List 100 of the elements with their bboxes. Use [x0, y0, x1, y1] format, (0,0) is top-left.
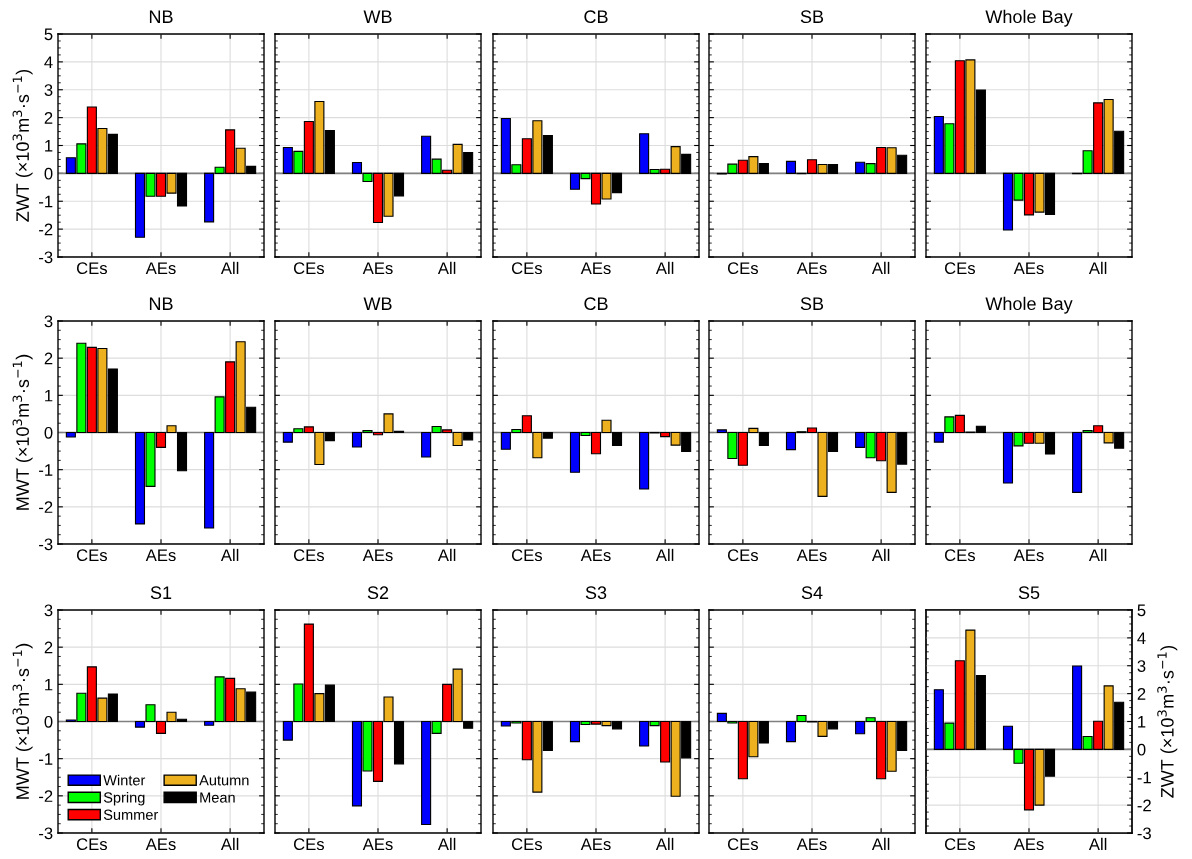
x-tick-label: All — [871, 548, 890, 561]
x-tick-label: All — [220, 837, 239, 850]
x-tick-label: AEs — [362, 838, 393, 851]
legend-label: Spring — [103, 791, 145, 806]
chart-title: Whole Bay — [985, 9, 1073, 27]
x-tick-label: CEs — [76, 549, 108, 562]
x-tick-label: AEs — [580, 549, 611, 562]
x-tick-label: All — [437, 837, 456, 850]
legend-label: Summer — [103, 809, 159, 820]
x-tick-label: All — [437, 548, 456, 561]
chart-title: NB — [149, 10, 173, 23]
y2-tick-label: 0 — [1137, 743, 1146, 756]
x-tick-label: CEs — [944, 838, 976, 851]
y-tick-label: 0 — [44, 167, 53, 180]
y2-tick-label: 4 — [1137, 632, 1146, 644]
y-tick-label: 4 — [44, 56, 53, 68]
x-tick-label: CEs — [727, 838, 759, 851]
y-axis-title: MWT (×10$^{3}$m$^{3}$·s$^{−1}$) — [12, 354, 33, 510]
y-tick-label: -3 — [39, 251, 53, 264]
x-tick-label: CEs — [293, 262, 325, 275]
x-tick-label: CEs — [293, 549, 325, 562]
y-axis-title: MWT (×10$^{3}$m$^{3}$·s$^{−1}$) — [12, 643, 33, 799]
y2-tick-label: 1 — [1138, 716, 1146, 728]
y-tick-label: -3 — [39, 827, 53, 840]
x-tick-label: AEs — [1013, 262, 1044, 275]
x-tick-label: CEs — [76, 262, 108, 275]
x-tick-label: AEs — [1013, 549, 1044, 562]
x-tick-label: All — [871, 837, 890, 850]
chart-title: SB — [800, 10, 824, 24]
y-tick-label: -1 — [39, 464, 53, 476]
y-axis-title: ZWT (×10$^{3}$m$^{3}$·s$^{−1}$) — [12, 69, 33, 222]
x-tick-label: AEs — [796, 549, 827, 562]
y2-tick-label: 2 — [1137, 688, 1146, 700]
chart-title: S5 — [1018, 586, 1040, 600]
y-tick-label: -1 — [39, 753, 53, 765]
chart-title: CB — [584, 10, 608, 24]
y-tick-label: 1 — [45, 389, 53, 402]
x-tick-label: CEs — [293, 838, 325, 851]
x-tick-label: CEs — [511, 262, 543, 275]
x-tick-label: AEs — [145, 262, 176, 275]
x-tick-label: AEs — [362, 262, 393, 275]
y-tick-label: 1 — [45, 678, 53, 691]
x-tick-label: All — [655, 548, 674, 561]
x-tick-label: All — [437, 261, 456, 274]
x-tick-label: All — [871, 261, 890, 274]
y-tick-label: 3 — [44, 604, 53, 617]
y2-tick-label: -3 — [1137, 827, 1151, 840]
y-tick-label: 2 — [44, 352, 53, 365]
chart-title: SB — [800, 297, 824, 311]
x-tick-label: All — [220, 261, 239, 274]
legend-label: Winter — [103, 774, 146, 786]
x-tick-label: AEs — [145, 549, 176, 562]
x-tick-label: All — [220, 548, 239, 561]
y-tick-label: -2 — [39, 223, 53, 236]
y-tick-label: 1 — [45, 140, 53, 152]
x-tick-label: AEs — [796, 262, 827, 275]
y-tick-label: -2 — [39, 501, 53, 513]
x-tick-label: CEs — [727, 549, 759, 562]
y-tick-label: 2 — [44, 641, 53, 654]
y-tick-label: 3 — [44, 315, 53, 328]
y-tick-label: 0 — [44, 426, 53, 439]
y-tick-label: 2 — [44, 112, 53, 124]
y2-tick-label: -1 — [1137, 771, 1151, 784]
y-tick-label: 0 — [44, 715, 53, 728]
chart-title: NB — [149, 297, 173, 310]
chart-title: S1 — [150, 586, 172, 600]
x-tick-label: All — [1088, 261, 1107, 274]
chart-title: S3 — [585, 586, 607, 600]
x-tick-label: All — [655, 837, 674, 850]
x-tick-label: AEs — [362, 549, 393, 562]
legend-label: Mean — [200, 792, 235, 803]
y2-tick-label: 3 — [1137, 660, 1146, 672]
x-tick-label: AEs — [796, 838, 827, 851]
chart-title: WB — [363, 10, 392, 23]
y2-axis-title: ZWT (×10$^{3}$m$^{3}$·s$^{−1}$) — [1157, 645, 1178, 798]
chart-title: Whole Bay — [985, 296, 1073, 314]
y2-tick-label: 5 — [1137, 604, 1146, 617]
x-tick-label: CEs — [944, 549, 976, 562]
y-tick-label: -1 — [39, 195, 53, 208]
x-tick-label: AEs — [145, 838, 176, 851]
x-tick-label: AEs — [1013, 838, 1044, 851]
y2-tick-label: -2 — [1137, 799, 1151, 812]
y-tick-label: -2 — [39, 790, 53, 802]
x-tick-label: All — [1088, 837, 1107, 850]
x-tick-label: CEs — [511, 838, 543, 851]
chart-title: S4 — [801, 586, 823, 600]
y-tick-label: -3 — [39, 538, 53, 551]
x-tick-label: CEs — [511, 549, 543, 562]
x-tick-label: All — [655, 261, 674, 274]
y-tick-label: 3 — [44, 84, 53, 96]
x-tick-label: AEs — [580, 838, 611, 851]
x-tick-label: CEs — [727, 262, 759, 275]
x-tick-label: All — [1088, 548, 1107, 561]
x-tick-label: AEs — [580, 262, 611, 275]
x-tick-label: CEs — [76, 838, 108, 851]
y-tick-label: 5 — [44, 28, 53, 41]
chart-title: WB — [363, 297, 392, 310]
x-tick-label: CEs — [944, 262, 976, 275]
chart-title: CB — [584, 297, 608, 311]
chart-title: S2 — [367, 586, 389, 600]
